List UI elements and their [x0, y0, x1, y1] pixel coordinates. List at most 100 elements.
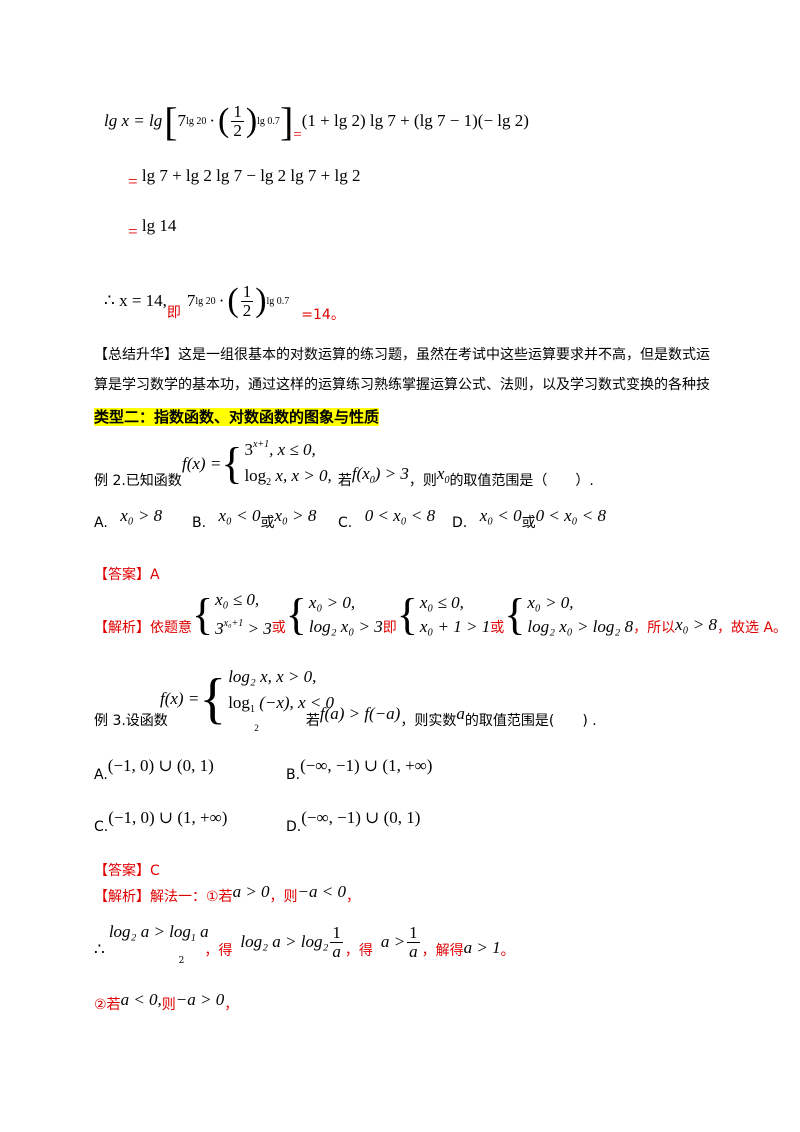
calc-line4-seven: 7 — [186, 291, 196, 310]
calc-line1-eq: = — [293, 127, 302, 143]
ex3-case2-neg: −a > 0 — [175, 990, 225, 1009]
ex2-option-d: D. x₀ < 0或0 < x₀ < 8 — [452, 506, 607, 531]
ex3-case2: log1 (−x), x < 0 — [228, 693, 335, 715]
ex3-case2-comma: ， — [224, 997, 239, 1013]
ex3-jiede: ，解得 — [421, 943, 464, 959]
ex3-fx: f(x) = — [160, 688, 200, 708]
ex3-prefix: 例 3.设函数 — [94, 713, 168, 729]
bracket-left: [ — [164, 98, 178, 144]
paren-left: ( — [218, 102, 230, 139]
ex3-de2: ，得 — [344, 943, 373, 959]
calc-line3-text: lg 14 — [141, 216, 177, 235]
ex3-condition: f(a) > f(−a) — [319, 704, 401, 723]
calc-line1-rhs: (1 + lg 2) lg 7 + (lg 7 − 1)(− lg 2) — [301, 111, 529, 130]
ex3-ruo: 若 — [305, 713, 320, 729]
ex3-de1: ，得 — [204, 943, 233, 959]
ex2-condition: f(x0) > 3 — [351, 464, 409, 486]
ex2-analysis-label: 【解析】依题意 — [94, 620, 192, 636]
ex2-answer: 【答案】A — [94, 567, 160, 583]
left-brace: { — [221, 439, 243, 488]
ex3-case2-label: ②若 — [94, 997, 121, 1013]
calc-line-3: = lg 14 — [128, 216, 177, 241]
ex3-ineq1-subsub: 2 — [178, 956, 185, 966]
ex2-case2: log2 x, x > 0, — [244, 466, 332, 488]
ex2-conclusion: x₀ > 8 — [675, 615, 718, 634]
calc-line1-exp1: lg 20 — [186, 115, 207, 127]
ex2-system-4: {x₀ > 0, log₂ x₀ > log₂ 8 — [504, 589, 634, 639]
calc-line4-exp2: lg 0.7 — [266, 295, 290, 307]
ex3-option-b: B.(−∞, −1) ∪ (1, +∞) — [286, 756, 433, 783]
calc-line4-prefix: ∴ x = 14, — [104, 291, 167, 310]
dot-operator: · — [218, 291, 225, 310]
paren-right: ) — [255, 282, 267, 319]
ex3-case2-ze: 则 — [161, 997, 176, 1013]
ex3-answer: 【答案】C — [94, 863, 160, 879]
ex2-end: ，故选 A。 — [717, 620, 788, 636]
calc-line1-exp2: lg 0.7 — [257, 115, 280, 127]
ex3-case2-subsub: 2 — [254, 723, 259, 733]
ex2-statement: 例 2.已知函数 若 f(x0) > 3 ，则 x0 的取值范围是（ ）. — [94, 464, 594, 492]
therefore-symbol: ∴ — [94, 940, 105, 959]
ex3-a-gt: a > 0 — [232, 882, 270, 901]
ex3-tail: 的取值范围是( ) . — [464, 713, 597, 729]
section-heading: 类型二：指数函数、对数函数的图象与性质 — [94, 406, 380, 427]
ex2-fx: f(x) = — [182, 454, 222, 473]
ex2-function-def: f(x) = { 3x+1, x ≤ 0, log2 x, x > 0, — [182, 432, 332, 496]
ex3-mid: ，则实数 — [400, 713, 457, 729]
ex2-ji: 即 — [382, 620, 397, 636]
ex2-system-3: {x₀ ≤ 0, x₀ + 1 > 1 — [396, 589, 491, 639]
ex3-function-def: f(x) = { log₂ x, x > 0, log1 (−x), x < 0… — [160, 664, 334, 733]
ex3-comma: ， — [346, 889, 360, 905]
ex2-or-1: 或 — [271, 620, 286, 636]
calc-line1-lhs: lg x = lg — [104, 111, 163, 130]
ex2-option-c: C. 0 < x₀ < 8 — [338, 506, 436, 531]
summary-label: 【总结升华】 — [94, 347, 178, 363]
calc-line4-exp1: lg 20 — [195, 295, 216, 307]
ex3-option-a: A.(−1, 0) ∪ (0, 1) — [94, 756, 214, 783]
ex2-system-2: {x₀ > 0, log₂ x₀ > 3 — [285, 589, 383, 639]
ex2-so: ，所以 — [633, 620, 676, 636]
calc-line4-ji: 即 — [166, 305, 181, 321]
ex3-analysis-label: 【解析】解法一：①若 — [94, 889, 233, 905]
ex3-neg-lt: −a < 0 — [297, 882, 346, 901]
left-brace: { — [199, 667, 227, 730]
ex2-prefix: 例 2.已知函数 — [94, 473, 182, 489]
ex3-analysis-line1: 【解析】解法一：①若 a > 0 ，则 −a < 0 ， — [94, 882, 360, 906]
type2-heading: 类型二：指数函数、对数函数的图象与性质 — [94, 408, 380, 426]
paren-left: ( — [227, 282, 239, 319]
dot-operator: · — [209, 111, 215, 130]
ex2-tail: 的取值范围是（ ）. — [449, 473, 594, 489]
calc-line-2: = lg 7 + lg 2 lg 7 − lg 2 lg 7 + lg 2 — [128, 166, 360, 191]
ex3-case1: log₂ x, x > 0, — [228, 667, 317, 686]
ex2-option-a: A. x₀ > 8 — [94, 506, 163, 531]
ex3-a: a — [456, 704, 465, 723]
ex3-ineq2-lhs: log₂ a > log₂ — [240, 932, 329, 951]
ex2-x0: x0 — [436, 464, 450, 486]
calc-line3-eq: = — [128, 222, 138, 241]
ex2-ruo: 若 — [337, 473, 352, 489]
ex3-option-c: C.(−1, 0) ∪ (1, +∞) — [94, 808, 228, 835]
ex2-option-b: B. x₀ < 0或x₀ > 8 — [192, 506, 317, 531]
ex2-or-2: 或 — [490, 620, 505, 636]
ex3-ineq3-lhs: a > — [380, 932, 406, 951]
ex3-period: 。 — [500, 943, 515, 959]
ex2-analysis: 【解析】依题意 {x₀ ≤ 0, 3x₀+1 > 3 或 {x₀ > 0, log₂… — [94, 588, 787, 641]
ex3-analysis-line3: ②若 a < 0, 则 −a > 0 ， — [94, 990, 239, 1014]
ex3-ze: ，则 — [269, 889, 298, 905]
calc-line2-eq: = — [128, 172, 138, 191]
ex3-statement: 例 3.设函数 若 f(a) > f(−a) ，则实数 a 的取值范围是( ) … — [94, 704, 597, 730]
ex3-case2-a: a < 0, — [120, 990, 162, 1009]
ex2-system-1: {x₀ ≤ 0, 3x₀+1 > 3 — [192, 589, 272, 639]
ex3-option-d: D.(−∞, −1) ∪ (0, 1) — [286, 808, 421, 835]
ex2-ze: ，则 — [408, 473, 437, 489]
bracket-right: ] — [279, 98, 294, 144]
paren-right: ) — [245, 102, 258, 139]
ex2-case1: 3x+1, x ≤ 0, — [244, 439, 316, 459]
